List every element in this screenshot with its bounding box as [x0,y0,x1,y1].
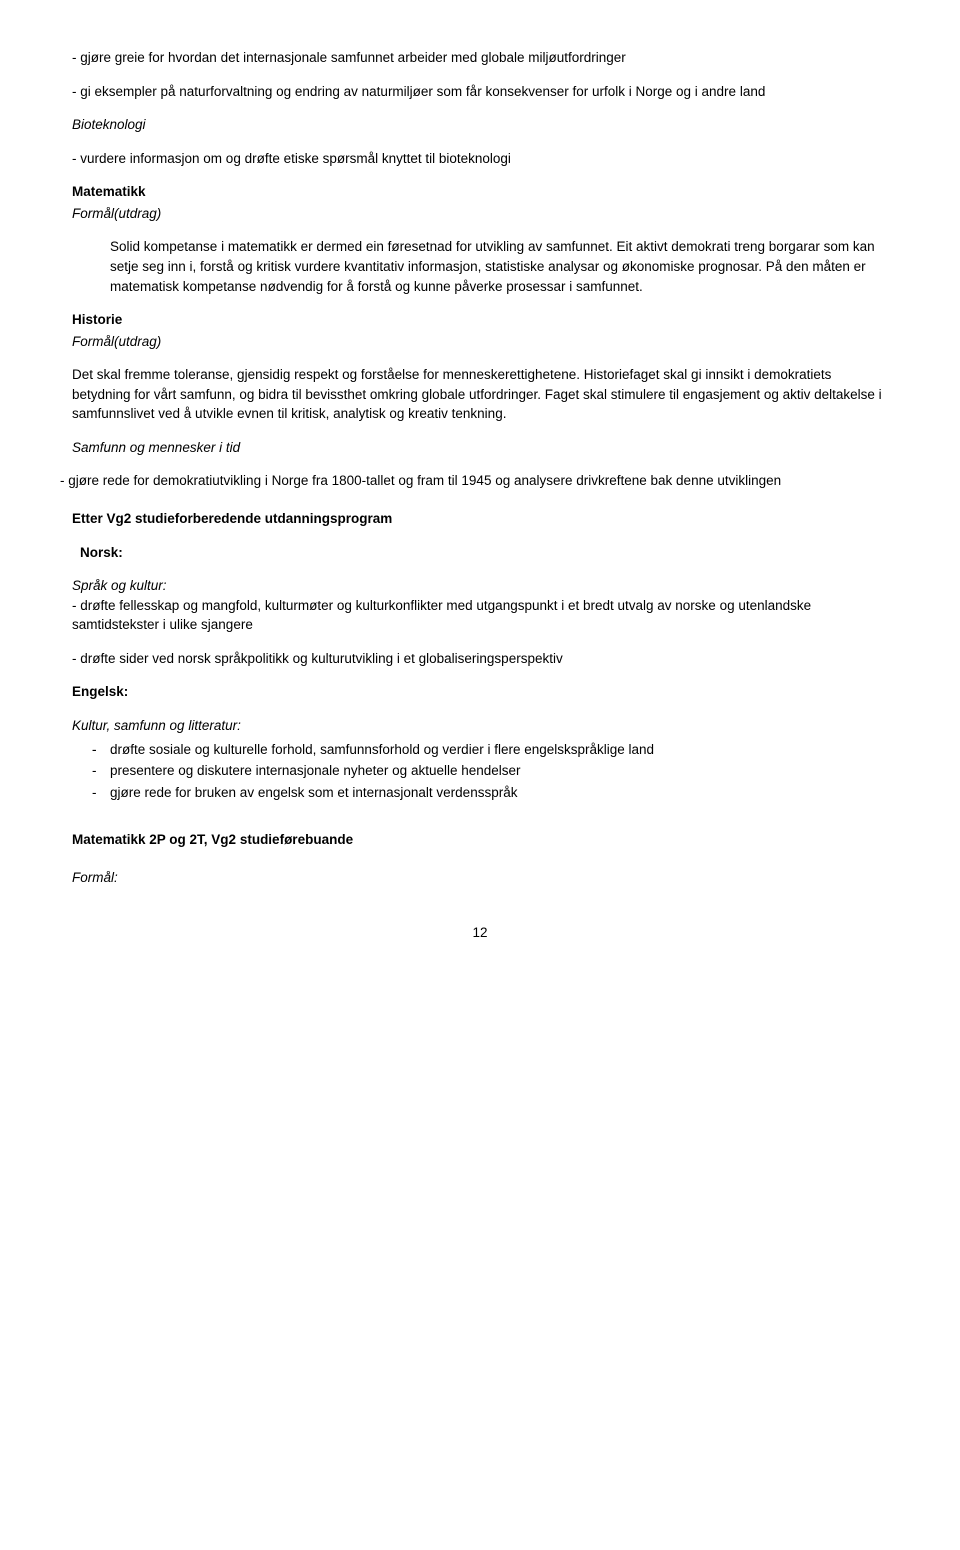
subheading: Språk og kultur: [72,576,888,596]
heading-vg2: Etter Vg2 studieforberedende utdanningsp… [72,509,888,529]
subheading-formal: Formål(utdrag) [72,332,888,352]
heading-matematikk: Matematikk [72,182,888,202]
subheading-formal: Formål: [72,868,888,888]
paragraph: Bioteknologi [72,115,888,135]
paragraph: - drøfte fellesskap og mangfold, kulturm… [72,596,888,635]
heading-historie: Historie [72,310,888,330]
list-item: presentere og diskutere internasjonale n… [110,761,888,781]
list-item: gjøre rede for bruken av engelsk som et … [110,783,888,803]
paragraph: - drøfte sider ved norsk språkpolitikk o… [72,649,888,669]
list-item: drøfte sosiale og kulturelle forhold, sa… [110,740,888,760]
subheading: Kultur, samfunn og litteratur: [72,716,888,736]
paragraph: - gi eksempler på naturforvaltning og en… [72,82,888,102]
heading-matematikk-2p: Matematikk 2P og 2T, Vg2 studieførebuand… [72,830,888,850]
paragraph: - gjøre rede for demokratiutvikling i No… [60,471,888,491]
page-number: 12 [72,923,888,943]
heading-norsk: Norsk: [80,543,888,563]
list-engelsk: drøfte sosiale og kulturelle forhold, sa… [72,740,888,803]
subheading-formal: Formål(utdrag) [72,204,888,224]
heading-engelsk: Engelsk: [72,682,888,702]
paragraph-indented: Solid kompetanse i matematikk er dermed … [110,237,880,296]
paragraph: Det skal fremme toleranse, gjensidig res… [72,365,888,424]
subheading: Samfunn og mennesker i tid [72,438,888,458]
paragraph: - gjøre greie for hvordan det internasjo… [72,48,888,68]
paragraph: - vurdere informasjon om og drøfte etisk… [72,149,888,169]
